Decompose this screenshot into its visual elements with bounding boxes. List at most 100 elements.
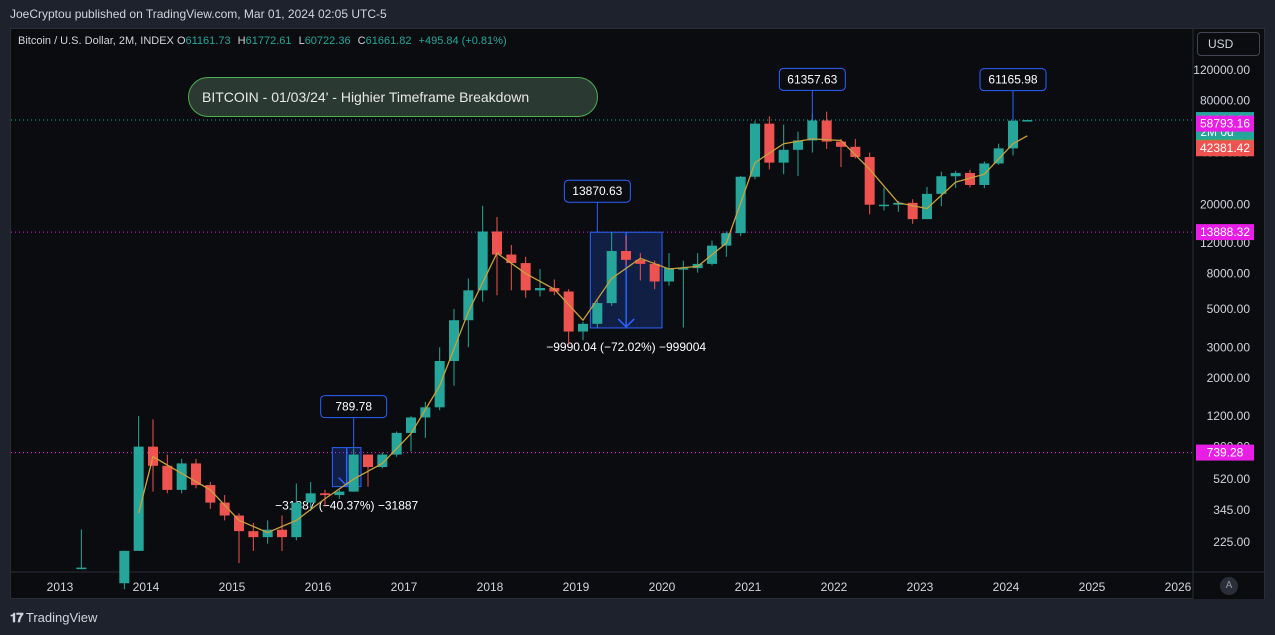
candle-body[interactable]	[850, 146, 861, 158]
candle-body[interactable]	[320, 493, 330, 496]
candle-body[interactable]	[305, 493, 316, 503]
candle-body[interactable]	[477, 231, 488, 291]
x-tick-label: 2022	[821, 580, 848, 594]
candle-body[interactable]	[133, 446, 144, 551]
candle-body[interactable]	[721, 233, 732, 246]
candle-body[interactable]	[262, 529, 273, 538]
tradingview-logo[interactable]: 𝟏𝟕 TradingView	[10, 610, 97, 626]
price-axis-label: 13888.32	[1200, 225, 1250, 239]
candle-body[interactable]	[219, 502, 230, 516]
tradingview-logo-icon: 𝟏𝟕	[10, 610, 24, 625]
y-tick-label: 345.00	[1213, 503, 1250, 517]
x-tick-label: 2016	[305, 580, 332, 594]
x-tick-label: 2024	[993, 580, 1020, 594]
candle-body[interactable]	[234, 515, 244, 532]
x-tick-label: 2018	[477, 580, 504, 594]
candle-body[interactable]	[893, 202, 904, 205]
candle-body[interactable]	[836, 141, 846, 147]
candle-body[interactable]	[205, 485, 216, 503]
candle-body[interactable]	[621, 251, 631, 260]
candle-body[interactable]	[248, 531, 259, 538]
candle-body[interactable]	[535, 288, 545, 291]
price-callout-label: 61165.98	[988, 73, 1037, 87]
candle-body[interactable]	[119, 550, 130, 584]
candle-body[interactable]	[864, 157, 875, 205]
candle-body[interactable]	[348, 454, 359, 492]
candle-body[interactable]	[764, 123, 775, 163]
candle-body[interactable]	[578, 323, 588, 332]
candle-body[interactable]	[678, 268, 689, 270]
candle-body[interactable]	[936, 176, 947, 194]
candle-body[interactable]	[807, 120, 818, 141]
candle-body[interactable]	[993, 148, 1004, 164]
candle-body[interactable]	[463, 290, 474, 321]
candle-body[interactable]	[162, 465, 173, 490]
candle-body[interactable]	[606, 251, 617, 304]
y-tick-label: 2000.00	[1207, 371, 1251, 385]
candle-body[interactable]	[821, 120, 832, 142]
candle-body[interactable]	[406, 417, 416, 433]
candle-body[interactable]	[191, 463, 201, 486]
low-label: L	[298, 35, 305, 47]
x-tick-label: 2023	[907, 580, 934, 594]
candle-body[interactable]	[506, 254, 517, 264]
y-tick-label: 120000.00	[1193, 63, 1250, 77]
candle-body[interactable]	[1022, 120, 1033, 122]
price-callout-label: 61357.63	[787, 72, 837, 86]
publisher-info: JoeCryptou published on TradingView.com,…	[10, 7, 387, 21]
candle-body[interactable]	[907, 202, 918, 220]
candle-body[interactable]	[879, 204, 889, 207]
currency-button[interactable]: USD	[1197, 32, 1260, 56]
candle-body[interactable]	[563, 291, 574, 332]
candle-body[interactable]	[922, 193, 932, 220]
candle-body[interactable]	[176, 463, 187, 490]
candle-body[interactable]	[750, 123, 760, 177]
price-axis-label: 58793.16	[1200, 117, 1250, 131]
candle-body[interactable]	[793, 140, 803, 150]
candle-body[interactable]	[363, 454, 373, 468]
candle-body[interactable]	[1008, 120, 1018, 149]
candle-body[interactable]	[778, 149, 789, 163]
price-callout[interactable]	[320, 395, 388, 419]
change-value: +495.84 (+0.81%)	[418, 35, 507, 47]
moving-average-line[interactable]	[138, 135, 1028, 534]
candle-body[interactable]	[377, 454, 388, 468]
open-label: O	[176, 35, 186, 47]
y-tick-label: 80000.00	[1200, 93, 1250, 107]
candle-body[interactable]	[950, 172, 961, 177]
candle-body[interactable]	[735, 176, 746, 234]
candle-body[interactable]	[391, 432, 402, 455]
y-tick-label: 20000.00	[1200, 198, 1250, 212]
candle-body[interactable]	[277, 529, 287, 538]
candle-body[interactable]	[664, 268, 674, 282]
candle-body[interactable]	[420, 407, 431, 418]
y-tick-label: 8000.00	[1207, 267, 1251, 281]
candle-body[interactable]	[635, 259, 646, 264]
price-callout[interactable]	[563, 179, 631, 203]
candle-body[interactable]	[520, 263, 531, 291]
price-callout[interactable]	[778, 67, 846, 91]
price-axis-label-bg	[1196, 115, 1254, 132]
symbol-name[interactable]: Bitcoin / U.S. Dollar, 2M, INDEX	[18, 35, 174, 47]
title-annotation[interactable]: BITCOIN - 01/03/24' - Highier Timeframe …	[188, 77, 598, 117]
y-tick-label: 5000.00	[1207, 302, 1251, 316]
tradingview-brand: TradingView	[25, 610, 98, 625]
candle-body[interactable]	[965, 172, 975, 185]
candle-body[interactable]	[649, 263, 660, 282]
x-tick-label: 2025	[1079, 580, 1106, 594]
candle-body[interactable]	[449, 320, 459, 361]
y-tick-label: 520.00	[1213, 472, 1250, 486]
candle-body[interactable]	[592, 303, 603, 324]
chart-frame[interactable]	[10, 28, 1265, 599]
open-value: 61161.73	[185, 35, 231, 47]
price-callout[interactable]	[979, 68, 1047, 92]
y-tick-label: 3000.00	[1207, 340, 1251, 354]
price-axis-label-bg	[1196, 140, 1254, 157]
auto-scale-button[interactable]: A	[1220, 577, 1238, 595]
candle-body[interactable]	[492, 231, 502, 255]
candle-body[interactable]	[76, 567, 87, 570]
candle-body[interactable]	[334, 491, 345, 496]
high-label: H	[237, 35, 246, 47]
price-axis-label-bg	[1196, 224, 1254, 241]
